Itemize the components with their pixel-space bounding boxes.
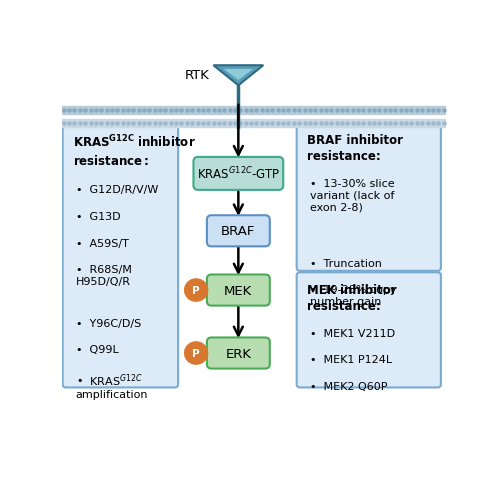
Text: P: P bbox=[193, 286, 200, 295]
Text: •  R68S/M
H95D/Q/R: • R68S/M H95D/Q/R bbox=[76, 265, 132, 287]
Text: MEK: MEK bbox=[224, 284, 252, 297]
Text: KRAS$^{G12C}$-GTP: KRAS$^{G12C}$-GTP bbox=[197, 166, 280, 182]
Text: •  Q99L: • Q99L bbox=[76, 345, 118, 355]
Text: •  KRAS$^{G12C}$
amplification: • KRAS$^{G12C}$ amplification bbox=[76, 372, 148, 399]
FancyBboxPatch shape bbox=[297, 273, 441, 388]
FancyBboxPatch shape bbox=[207, 275, 270, 306]
Text: •  MEK1 P124L: • MEK1 P124L bbox=[310, 355, 392, 365]
Text: MEK inhibitor
resistance:: MEK inhibitor resistance: bbox=[306, 284, 396, 313]
Polygon shape bbox=[213, 66, 263, 86]
Text: •  Y96C/D/S: • Y96C/D/S bbox=[76, 318, 141, 328]
Text: •  MEK2 Q60P: • MEK2 Q60P bbox=[310, 382, 387, 391]
Text: •  Truncation: • Truncation bbox=[310, 258, 382, 268]
FancyBboxPatch shape bbox=[297, 123, 441, 271]
Text: •  G13D: • G13D bbox=[76, 212, 120, 222]
Text: •  13-30% slice
variant (lack of
exon 2-8): • 13-30% slice variant (lack of exon 2-8… bbox=[310, 179, 395, 212]
Text: •  19-28% copy
number gain: • 19-28% copy number gain bbox=[310, 285, 396, 306]
Bar bbox=[62, 107, 446, 115]
Bar bbox=[62, 120, 446, 128]
Text: RTK: RTK bbox=[185, 69, 209, 82]
Text: $\bf{KRAS}^{\bf{G12C}}$ $\bf{inhibitor}$
$\bf{resistance:}$: $\bf{KRAS}^{\bf{G12C}}$ $\bf{inhibitor}$… bbox=[73, 133, 196, 167]
Text: P: P bbox=[193, 348, 200, 358]
Circle shape bbox=[185, 342, 207, 364]
Text: •  MEK1 V211D: • MEK1 V211D bbox=[310, 328, 395, 338]
FancyBboxPatch shape bbox=[207, 216, 270, 247]
Text: BRAF inhibitor
resistance:: BRAF inhibitor resistance: bbox=[306, 134, 402, 163]
Polygon shape bbox=[224, 70, 253, 81]
FancyBboxPatch shape bbox=[207, 338, 270, 369]
Text: ERK: ERK bbox=[225, 347, 251, 360]
Text: BRAF: BRAF bbox=[221, 225, 255, 238]
FancyBboxPatch shape bbox=[63, 123, 178, 388]
Text: •  A59S/T: • A59S/T bbox=[76, 239, 129, 248]
FancyBboxPatch shape bbox=[194, 157, 283, 191]
Text: •  G12D/R/V/W: • G12D/R/V/W bbox=[76, 185, 158, 195]
Circle shape bbox=[185, 279, 207, 301]
